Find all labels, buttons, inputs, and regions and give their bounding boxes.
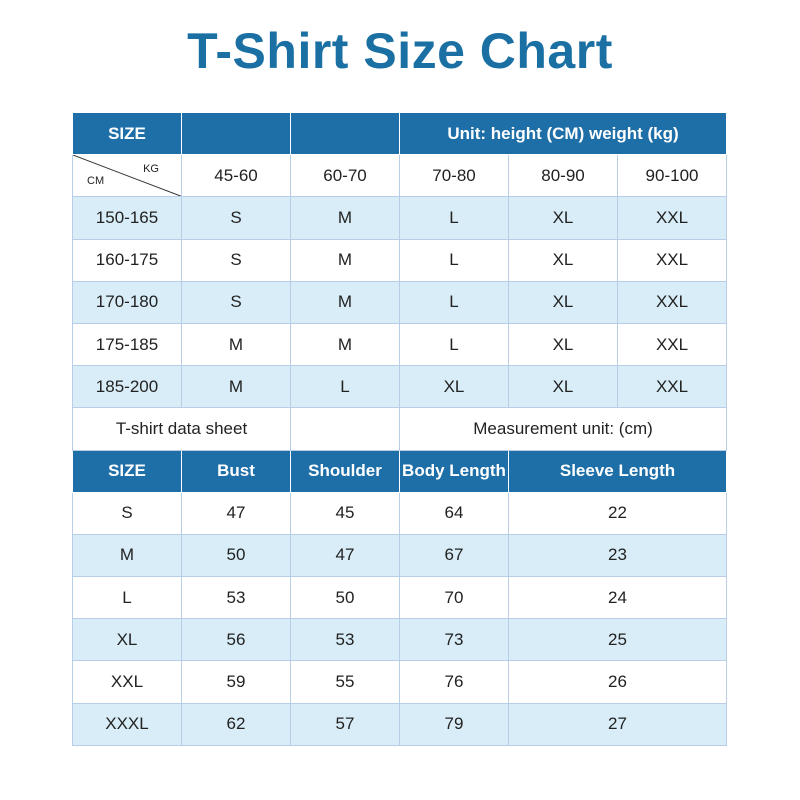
info-empty-cell [290, 407, 400, 451]
size-cell: S [181, 238, 291, 282]
size-cell: M [181, 365, 291, 409]
size-cell: XXL [616, 365, 728, 409]
corner-diagonal-cell: KG CM [72, 154, 182, 198]
sleeve-length-cell: 27 [507, 702, 728, 746]
corner-kg-label: KG [143, 163, 159, 176]
height-cell: 160-175 [72, 238, 182, 282]
height-row: 175-185 M M L XL XXL [72, 322, 728, 367]
bust-cell: 62 [181, 702, 291, 746]
size-cell: L [399, 322, 509, 367]
size-cell: XL [508, 280, 618, 324]
measurement-row: M 50 47 67 23 [72, 533, 728, 578]
size-chart-table: SIZE Unit: height (CM) weight (kg) KG CM… [72, 111, 728, 746]
height-row: 170-180 S M L XL XXL [72, 280, 728, 324]
height-row: 160-175 S M L XL XXL [72, 238, 728, 282]
data-table-header: SIZE Bust Shoulder Body Length Sleeve Le… [72, 449, 728, 493]
body-length-cell: 73 [399, 618, 509, 662]
size-cell: L [72, 576, 182, 620]
sleeve-length-cell: 26 [507, 660, 728, 704]
bust-cell: 47 [181, 491, 291, 535]
size-cell: M [290, 196, 400, 240]
bust-cell: 53 [181, 576, 291, 620]
size-cell: XXL [616, 322, 728, 367]
column-header-bust: Bust [181, 449, 291, 493]
sleeve-length-cell: 23 [507, 533, 728, 578]
weight-cell: 70-80 [399, 154, 509, 198]
height-cell: 185-200 [72, 365, 182, 409]
unit-header-cell: Unit: height (CM) weight (kg) [398, 111, 728, 156]
height-cell: 170-180 [72, 280, 182, 324]
body-length-cell: 79 [399, 702, 509, 746]
weight-cell: 60-70 [290, 154, 400, 198]
size-cell: XXL [616, 280, 728, 324]
diagonal-line-icon [73, 155, 181, 197]
sleeve-length-cell: 22 [507, 491, 728, 535]
page-title: T-Shirt Size Chart [187, 23, 613, 79]
weight-cell: 45-60 [181, 154, 291, 198]
size-cell: XXL [72, 660, 182, 704]
size-cell: XL [508, 238, 618, 282]
size-header-cell: SIZE [72, 111, 182, 156]
weight-cell: 90-100 [616, 154, 728, 198]
header-empty-cell [181, 111, 291, 156]
height-cell: 150-165 [72, 196, 182, 240]
body-length-cell: 76 [399, 660, 509, 704]
shoulder-cell: 47 [290, 533, 400, 578]
size-cell: XL [508, 196, 618, 240]
height-row: 185-200 M L XL XL XXL [72, 365, 728, 409]
header-empty-cell [290, 111, 400, 156]
sleeve-length-cell: 24 [507, 576, 728, 620]
size-cell: M [290, 238, 400, 282]
size-cell: XXXL [72, 702, 182, 746]
measurement-row: S 47 45 64 22 [72, 491, 728, 535]
size-cell: L [399, 280, 509, 324]
sleeve-length-cell: 25 [507, 618, 728, 662]
bust-cell: 56 [181, 618, 291, 662]
measurement-row: XXL 59 55 76 26 [72, 660, 728, 704]
body-length-cell: 64 [399, 491, 509, 535]
size-cell: L [399, 196, 509, 240]
body-length-cell: 67 [399, 533, 509, 578]
height-cell: 175-185 [72, 322, 182, 367]
column-header-shoulder: Shoulder [290, 449, 400, 493]
column-header-sleeve-length: Sleeve Length [507, 449, 728, 493]
column-header-body-length: Body Length [399, 449, 509, 493]
shoulder-cell: 45 [290, 491, 400, 535]
size-cell: L [399, 238, 509, 282]
size-cell: XL [72, 618, 182, 662]
measurement-row: L 53 50 70 24 [72, 576, 728, 620]
size-cell: M [72, 533, 182, 578]
size-cell: XL [508, 365, 618, 409]
measurement-row: XL 56 53 73 25 [72, 618, 728, 662]
size-cell: M [290, 280, 400, 324]
corner-cm-label: CM [87, 175, 105, 188]
bust-cell: 50 [181, 533, 291, 578]
size-cell: S [181, 196, 291, 240]
shoulder-cell: 53 [290, 618, 400, 662]
bust-cell: 59 [181, 660, 291, 704]
weight-cell: 80-90 [508, 154, 618, 198]
height-row: 150-165 S M L XL XXL [72, 196, 728, 240]
size-cell: M [290, 322, 400, 367]
size-cell: S [181, 280, 291, 324]
data-sheet-label: T-shirt data sheet [72, 407, 291, 451]
size-cell: XXL [616, 238, 728, 282]
size-cell: XXL [616, 196, 728, 240]
weight-table-header: SIZE Unit: height (CM) weight (kg) [72, 111, 728, 156]
measurement-unit-label: Measurement unit: (cm) [398, 407, 728, 451]
size-cell: S [72, 491, 182, 535]
size-cell: XL [508, 322, 618, 367]
measurement-row: XXXL 62 57 79 27 [72, 702, 728, 746]
shoulder-cell: 55 [290, 660, 400, 704]
shoulder-cell: 50 [290, 576, 400, 620]
weight-range-row: KG CM 45-60 60-70 70-80 80-90 90-100 [72, 154, 728, 198]
size-cell: M [181, 322, 291, 367]
size-cell: XL [399, 365, 509, 409]
info-row: T-shirt data sheet Measurement unit: (cm… [72, 407, 728, 451]
shoulder-cell: 57 [290, 702, 400, 746]
body-length-cell: 70 [399, 576, 509, 620]
column-header-size: SIZE [72, 449, 182, 493]
size-cell: L [290, 365, 400, 409]
